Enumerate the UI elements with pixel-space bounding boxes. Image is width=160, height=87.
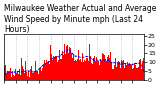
Text: Milwaukee Weather Actual and Average Wind Speed by Minute mph (Last 24 Hours): Milwaukee Weather Actual and Average Win…: [4, 4, 156, 34]
